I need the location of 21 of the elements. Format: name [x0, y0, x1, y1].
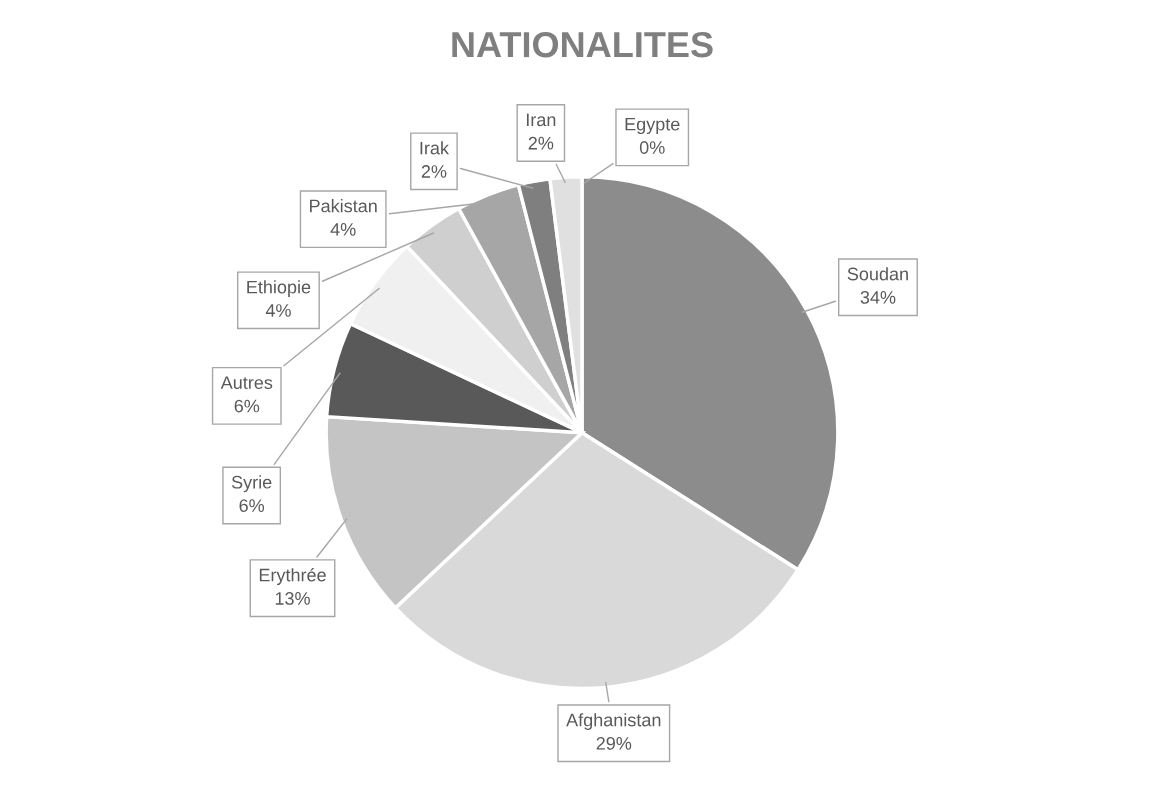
slice-label: Syrie [231, 475, 272, 493]
data-label: 6% [239, 499, 265, 512]
slice-label: Erythrée [259, 567, 326, 586]
data-label: 2% [421, 165, 447, 178]
data-label: 29% [596, 737, 632, 750]
data-label: 34% [860, 290, 896, 304]
slice-label: Iran [526, 113, 556, 127]
data-label: 4% [265, 304, 291, 317]
slice-label: Irak [420, 141, 450, 155]
text: 0% [639, 141, 665, 154]
data-label: 13% [275, 592, 310, 605]
data-label: 2% [528, 136, 554, 150]
category-label: Egypte [625, 117, 680, 135]
slice-label: Ethiopie [247, 280, 311, 298]
data-label: 6% [234, 399, 260, 413]
slice-label: Afghanistan [566, 713, 661, 730]
slice-label: Soudan [847, 267, 908, 281]
data-label: 4% [330, 223, 356, 236]
chart-title: NATIONALITES [452, 31, 713, 58]
slice-label: Autres [220, 376, 273, 390]
slice-label: Pakistan [310, 199, 377, 213]
